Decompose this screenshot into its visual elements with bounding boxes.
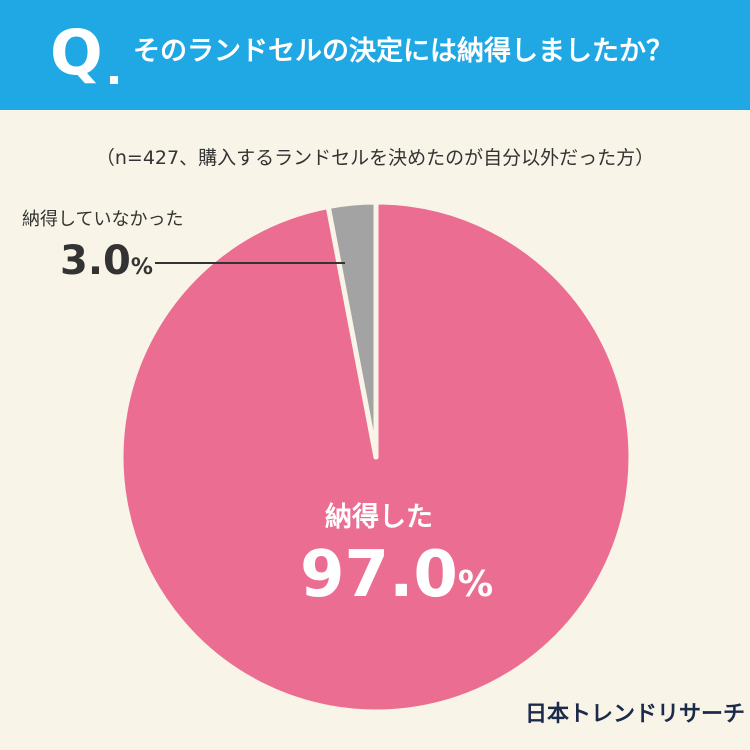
header-bar: Q そのランドセルの決定には納得しましたか？ bbox=[0, 0, 750, 110]
slice-value-not-convinced: 3.0% bbox=[60, 238, 153, 284]
brand-logo: 日本トレンドリサーチ bbox=[525, 702, 746, 727]
slice-value-convinced: 97.0% bbox=[300, 538, 494, 612]
slice-label-convinced: 納得した bbox=[325, 502, 433, 533]
sample-note: （n=427、購入するランドセルを決めたのが自分以外だった方） bbox=[95, 147, 655, 169]
question-title: そのランドセルの決定には納得しましたか？ bbox=[133, 36, 673, 67]
q-mark: Q bbox=[50, 16, 103, 89]
slice-label-not-convinced: 納得していなかった bbox=[22, 209, 184, 230]
pie-slice-not-convinced bbox=[325, 199, 379, 460]
leader-line bbox=[155, 262, 345, 264]
q-dot bbox=[110, 76, 118, 84]
